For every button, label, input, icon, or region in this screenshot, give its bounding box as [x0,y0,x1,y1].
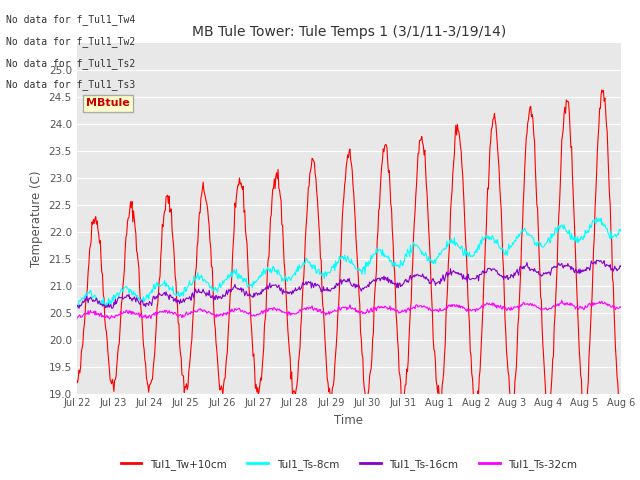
Text: No data for f_Tul1_Ts3: No data for f_Tul1_Ts3 [6,79,136,90]
Line: Tul1_Ts-8cm: Tul1_Ts-8cm [77,217,621,308]
Tul1_Ts-8cm [617,227,625,232]
Tul1_Tw+10cm [617,407,625,413]
Legend: Tul1_Tw+10cm, Tul1_Ts-8cm, Tul1_Ts-16cm, Tul1_Ts-32cm: Tul1_Tw+10cm, Tul1_Ts-8cm, Tul1_Ts-16cm,… [116,455,581,474]
Tul1_Tw+10cm [139,327,147,333]
Tul1_Ts-32cm [139,315,147,321]
Tul1_Ts-16cm [593,257,600,263]
Tul1_Ts-32cm [73,316,81,322]
Tul1_Ts-16cm [431,282,439,288]
Tul1_Ts-8cm [223,275,231,280]
Line: Tul1_Ts-32cm: Tul1_Ts-32cm [77,300,621,319]
Tul1_Tw+10cm [580,414,588,420]
Tul1_Ts-8cm [431,261,439,266]
Tul1_Ts-16cm [109,305,116,311]
Tul1_Ts-32cm [194,307,202,313]
Text: No data for f_Tul1_Tw4: No data for f_Tul1_Tw4 [6,14,136,25]
Tul1_Ts-16cm [223,292,231,298]
Tul1_Ts-16cm [73,304,81,310]
Tul1_Ts-8cm [416,246,424,252]
Y-axis label: Temperature (C): Temperature (C) [30,170,43,267]
Tul1_Ts-8cm [84,289,92,295]
Tul1_Tw+10cm [223,354,230,360]
Tul1_Tw+10cm [598,87,605,93]
Tul1_Ts-32cm [431,308,438,313]
Title: MB Tule Tower: Tule Temps 1 (3/1/11-3/19/14): MB Tule Tower: Tule Temps 1 (3/1/11-3/19… [191,25,506,39]
Tul1_Ts-8cm [140,294,147,300]
Tul1_Ts-16cm [140,302,147,308]
Tul1_Ts-16cm [195,286,202,292]
Tul1_Ts-8cm [73,301,81,307]
X-axis label: Time: Time [334,414,364,427]
Tul1_Ts-32cm [223,312,230,318]
Text: No data for f_Tul1_Tw2: No data for f_Tul1_Tw2 [6,36,136,47]
Tul1_Tw+10cm [194,240,202,245]
Tul1_Tw+10cm [415,150,422,156]
Tul1_Tw+10cm [83,295,90,301]
Tul1_Ts-8cm [74,305,81,311]
Tul1_Ts-8cm [593,215,600,220]
Tul1_Ts-16cm [416,273,424,278]
Line: Tul1_Ts-16cm: Tul1_Ts-16cm [77,260,621,308]
Tul1_Ts-32cm [617,304,625,310]
Tul1_Ts-16cm [617,264,625,269]
Tul1_Tw+10cm [73,378,81,384]
Text: No data for f_Tul1_Ts2: No data for f_Tul1_Ts2 [6,58,136,69]
Line: Tul1_Tw+10cm: Tul1_Tw+10cm [77,90,621,417]
Tul1_Tw+10cm [431,348,438,354]
Tul1_Ts-16cm [83,293,90,299]
Tul1_Ts-32cm [415,303,422,309]
Tul1_Ts-8cm [195,276,202,282]
Tul1_Ts-32cm [558,298,566,303]
Text: MBtule: MBtule [86,98,130,108]
Tul1_Ts-32cm [83,311,90,316]
